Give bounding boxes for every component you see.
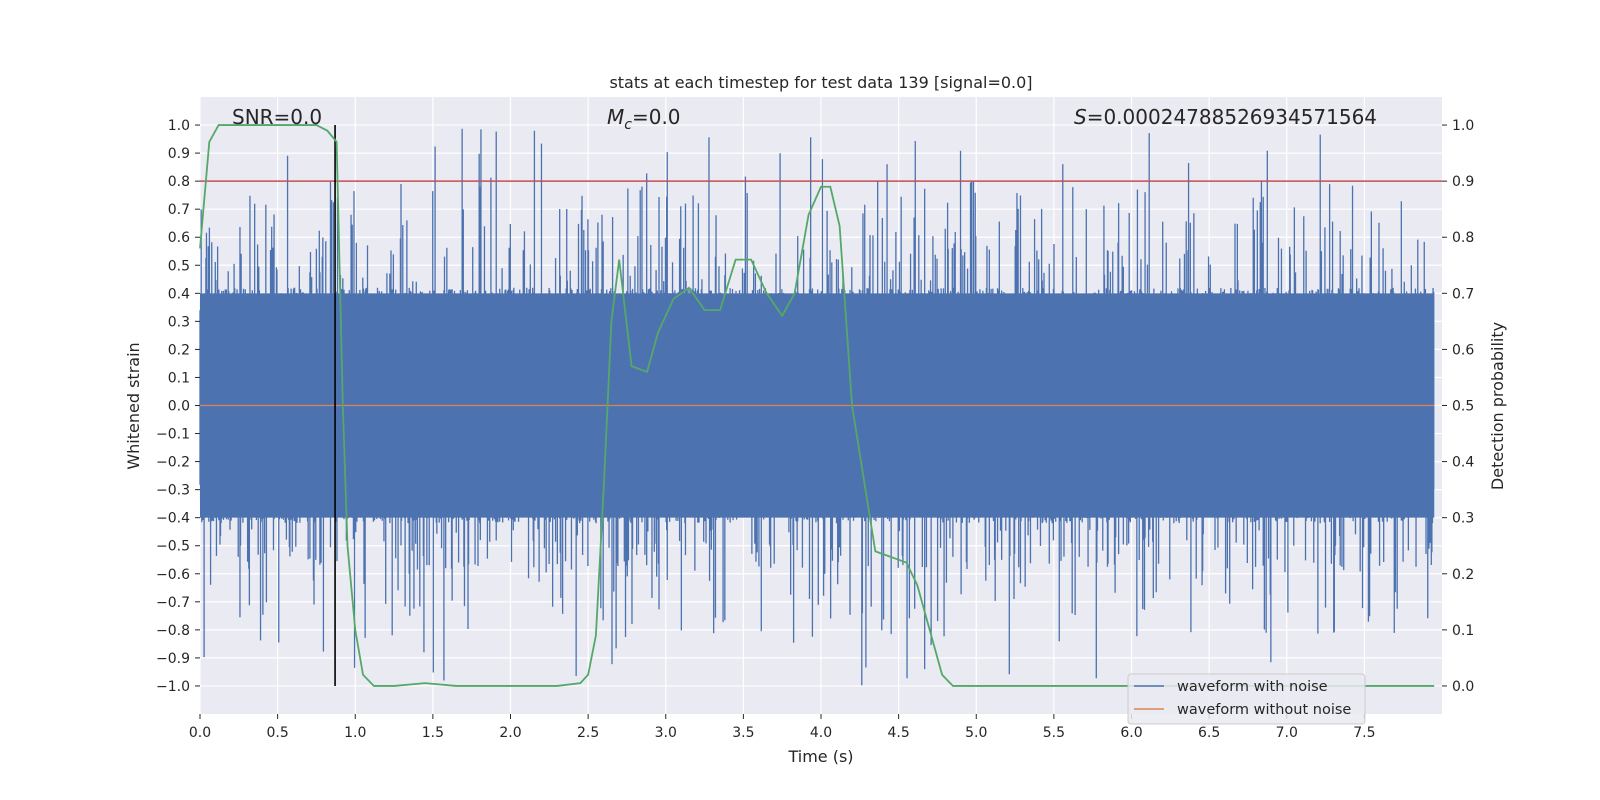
y-right-tick-label: 0.4 [1452,455,1474,471]
y-tick-label: −0.1 [156,427,190,443]
y-right-tick-label: 1.0 [1452,118,1474,134]
x-tick-label: 5.5 [1043,725,1065,741]
y-tick-label: 0.2 [168,342,190,358]
y-axis-label: Whitened strain [124,342,143,469]
y-tick-label: 0.0 [168,399,190,415]
chirp-mass-subscript: c [624,117,632,133]
y-tick-label: −0.7 [156,595,190,611]
y-tick-label: 0.1 [168,370,190,386]
chirp-mass-symbol: M [607,105,624,129]
legend-label-noisy: waveform with noise [1177,679,1328,695]
snr-annotation: SNR=0.0 [232,105,322,129]
x-tick-label: 1.5 [422,725,444,741]
x-tick-label: 7.0 [1276,725,1298,741]
y-axis-ticks: 1.0 0.9 0.8 0.7 0.6 0.5 0.4 0.3 0.2 0.1 0.0 −0.1 −0.… [156,118,200,695]
y-tick-label: −0.6 [156,567,190,583]
y-right-tick-label: 0.5 [1452,399,1474,415]
legend-box [1127,673,1366,725]
y-tick-label: −0.5 [156,539,190,555]
x-axis-ticks: 0.0 0.5 1.0 1.5 2.0 2.5 3.0 3.5 4.0 4.5 5.0 5.5 6.0 6… [189,714,1376,741]
chart-title: stats at each timestep for test data 139… [609,73,1032,92]
y-right-tick-label: 0.6 [1452,342,1474,358]
y-tick-label: −0.4 [156,511,190,527]
y-tick-label: 0.4 [168,286,190,302]
x-tick-label: 5.0 [965,725,987,741]
legend: waveform with noise waveform without noi… [1127,673,1366,725]
y-tick-label: 0.3 [168,314,190,330]
x-tick-label: 1.0 [344,725,366,741]
y-right-tick-label: 0.3 [1452,511,1474,527]
x-tick-label: 2.0 [499,725,521,741]
y-tick-label: −0.8 [156,623,190,639]
y-tick-label: 1.0 [168,118,190,134]
x-tick-label: 2.5 [577,725,599,741]
x-tick-label: 6.0 [1120,725,1142,741]
s-value: =0.0002478852693457156​4 [1087,105,1377,129]
y-right-tick-label: 0.1 [1452,623,1474,639]
x-tick-label: 4.5 [887,725,909,741]
chirp-mass-annotation: Mc=0.0 [607,105,681,133]
s-annotation: S=0.0002478852693457156​4 [1074,105,1377,129]
x-axis-label: Time (s) [787,747,853,766]
legend-label-clean: waveform without noise [1177,702,1351,718]
x-tick-label: 3.0 [655,725,677,741]
y-right-tick-label: 0.9 [1452,174,1474,190]
detection-probability-line [199,124,1435,687]
y-tick-label: −0.3 [156,483,190,499]
y-right-tick-label: 0.2 [1452,567,1474,583]
x-tick-label: 3.5 [732,725,754,741]
y-right-axis-ticks: 1.0 0.9 0.8 0.7 0.6 0.5 0.4 0.3 0.2 0.1 0.0 [1442,118,1474,695]
y-tick-label: −0.9 [156,651,190,667]
y-tick-label: −1.0 [156,679,190,695]
x-tick-label: 6.5 [1198,725,1220,741]
y-tick-label: 0.6 [168,230,190,246]
x-tick-label: 7.5 [1353,725,1375,741]
y-right-axis-label: Detection probability [1488,322,1507,490]
x-tick-label: 4.0 [810,725,832,741]
y-tick-label: 0.9 [168,146,190,162]
y-tick-label: 0.8 [168,174,190,190]
y-tick-label: 0.7 [168,202,190,218]
y-right-tick-label: 0.7 [1452,286,1474,302]
x-tick-label: 0.0 [189,725,211,741]
chirp-mass-value: =0.0 [632,105,681,129]
s-symbol: S [1074,105,1087,129]
y-tick-label: 0.5 [168,258,190,274]
y-right-tick-label: 0.8 [1452,230,1474,246]
y-tick-label: −0.2 [156,455,190,471]
y-right-tick-label: 0.0 [1452,679,1474,695]
x-tick-label: 0.5 [266,725,288,741]
